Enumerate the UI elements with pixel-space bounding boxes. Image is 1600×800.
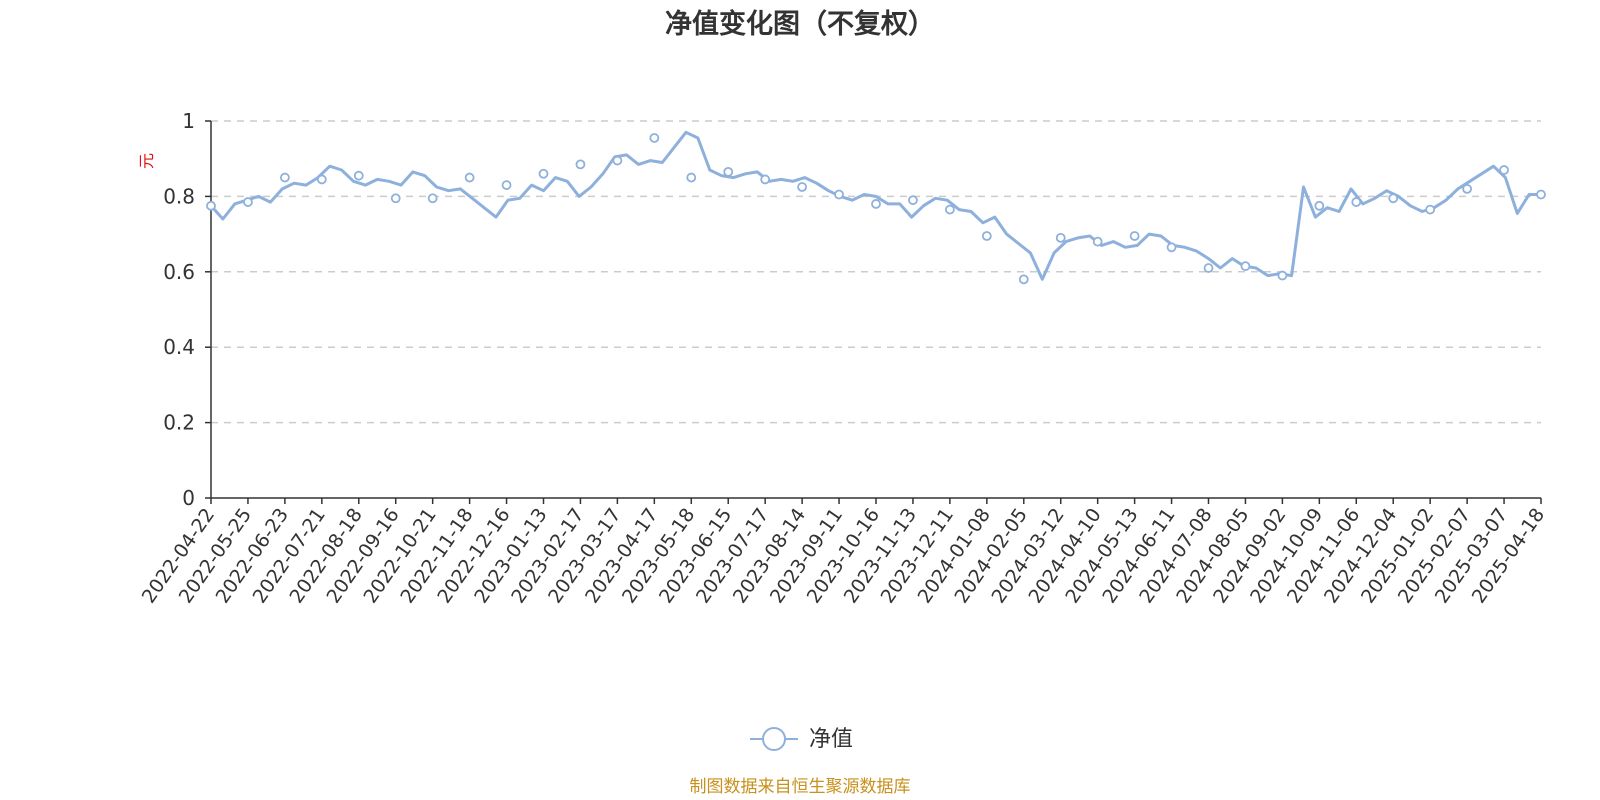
data-point[interactable] [1092, 236, 1103, 247]
data-point[interactable] [575, 159, 586, 170]
data-point[interactable] [1018, 274, 1029, 285]
data-point[interactable] [427, 193, 438, 204]
data-point[interactable] [1240, 261, 1251, 272]
data-point[interactable] [871, 199, 881, 209]
data-point[interactable] [1129, 231, 1140, 241]
y-tick-label: 0.6 [163, 260, 195, 284]
data-point[interactable] [1166, 242, 1177, 253]
data-point[interactable] [908, 195, 918, 206]
data-point[interactable] [1536, 189, 1546, 200]
data-point[interactable] [834, 189, 844, 200]
y-tick-label: 0.4 [163, 335, 195, 359]
data-point[interactable] [1462, 183, 1473, 194]
data-point[interactable] [981, 231, 992, 241]
source-note: 制图数据来自恒生聚源数据库 [690, 777, 911, 797]
series-line-nav [209, 130, 1541, 281]
data-point[interactable] [279, 172, 290, 183]
data-point[interactable] [686, 172, 697, 183]
data-point[interactable] [390, 193, 401, 204]
data-point[interactable] [760, 174, 771, 185]
data-point[interactable] [1203, 263, 1214, 273]
data-point[interactable] [538, 168, 549, 179]
data-point[interactable] [649, 133, 660, 143]
data-point[interactable] [464, 172, 475, 183]
data-point[interactable] [612, 155, 623, 166]
data-point[interactable] [501, 180, 512, 190]
gridlines [211, 120, 1541, 424]
data-point[interactable] [944, 204, 955, 215]
data-point[interactable] [206, 200, 216, 211]
data-point[interactable] [1055, 232, 1066, 243]
data-point[interactable] [1314, 200, 1325, 211]
legend-circle-icon [762, 727, 786, 751]
data-point[interactable] [1425, 204, 1436, 215]
data-point[interactable] [243, 197, 253, 207]
y-tick-label: 1 [182, 109, 195, 133]
series-markers [206, 133, 1546, 285]
data-point[interactable] [1277, 270, 1288, 281]
y-tick-label: 0.8 [163, 184, 195, 208]
chart-title: 净值变化图（不复权） [665, 8, 935, 40]
data-point[interactable] [723, 166, 734, 177]
data-point[interactable] [316, 174, 327, 185]
data-point[interactable] [1499, 165, 1509, 175]
x-axis-ticks: 2022-04-222022-05-252022-06-232022-07-21… [138, 498, 1549, 607]
data-point[interactable] [353, 170, 364, 181]
data-point[interactable] [1388, 193, 1399, 204]
y-tick-label: 0.2 [163, 411, 195, 435]
data-point[interactable] [1351, 197, 1362, 207]
y-axis-ticks: 0 0.2 0.4 0.6 0.8 1 [163, 109, 211, 510]
y-axis-label: 元 [137, 153, 156, 169]
data-point[interactable] [797, 182, 808, 192]
legend[interactable]: 净值 [750, 727, 853, 752]
y-tick-label: 0 [182, 486, 195, 510]
legend-label: 净值 [809, 727, 853, 752]
